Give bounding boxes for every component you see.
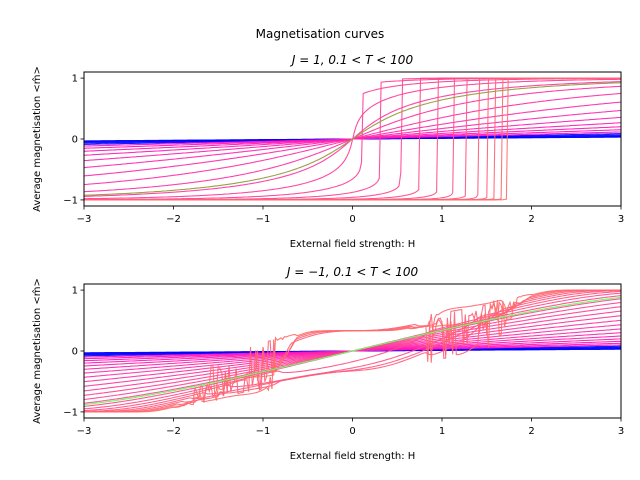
top-subplot: −3 −2 −1 0 1 2 3 −1 0 1 J = 1, 0.1 < T < 100 Extern… xyxy=(31,53,624,250)
x-tick-label: 3 xyxy=(618,426,624,437)
x-tick-label: 1 xyxy=(439,214,445,225)
y-tick-label: 1 xyxy=(72,74,78,85)
y-tick-label: 0 xyxy=(72,347,78,358)
x-tick-label: −2 xyxy=(166,426,181,437)
x-axis-label: External field strength: H xyxy=(290,239,416,250)
x-tick-label: 2 xyxy=(528,214,534,225)
x-tick-label: 3 xyxy=(618,214,624,225)
magnetisation-curve xyxy=(84,292,621,410)
highlight-curve xyxy=(84,82,621,196)
curves-group xyxy=(84,289,621,413)
magnetisation-curve xyxy=(84,78,621,200)
magnetisation-curve xyxy=(84,289,621,413)
magnetisation-curve xyxy=(84,289,621,413)
y-tick-label: 0 xyxy=(72,135,78,146)
x-tick-label: −3 xyxy=(77,426,92,437)
x-tick-label: 0 xyxy=(349,214,355,225)
x-tick-label: −1 xyxy=(256,214,271,225)
magnetisation-curve xyxy=(84,290,621,412)
y-axis-label: Average magnetisation <m̂> xyxy=(31,278,43,424)
y-tick-label: 1 xyxy=(72,286,78,297)
magnetisation-curve xyxy=(84,77,621,201)
magnetisation-curve xyxy=(84,77,621,201)
y-axis-label: Average magnetisation <m̂> xyxy=(31,66,43,212)
x-axis-label: External field strength: H xyxy=(290,451,416,462)
figure-suptitle: Magnetisation curves xyxy=(256,27,385,41)
magnetisation-curve xyxy=(84,289,621,413)
y-tick-label: −1 xyxy=(63,407,78,418)
x-tick-label: −2 xyxy=(166,214,181,225)
subplot-title: J = −1, 0.1 < T < 100 xyxy=(285,265,419,279)
x-tick-label: −3 xyxy=(77,214,92,225)
y-tick-label: −1 xyxy=(63,195,78,206)
x-tick-label: 0 xyxy=(349,426,355,437)
x-tick-label: 2 xyxy=(528,426,534,437)
x-tick-label: −1 xyxy=(256,426,271,437)
subplot-title: J = 1, 0.1 < T < 100 xyxy=(290,53,414,67)
bottom-subplot: −3 −2 −1 0 1 2 3 −1 0 1 J = −1, 0.1 < T < 100 Exter… xyxy=(31,265,624,462)
highlight-curve xyxy=(84,296,621,406)
curves-group xyxy=(84,77,621,201)
x-tick-label: 1 xyxy=(439,426,445,437)
